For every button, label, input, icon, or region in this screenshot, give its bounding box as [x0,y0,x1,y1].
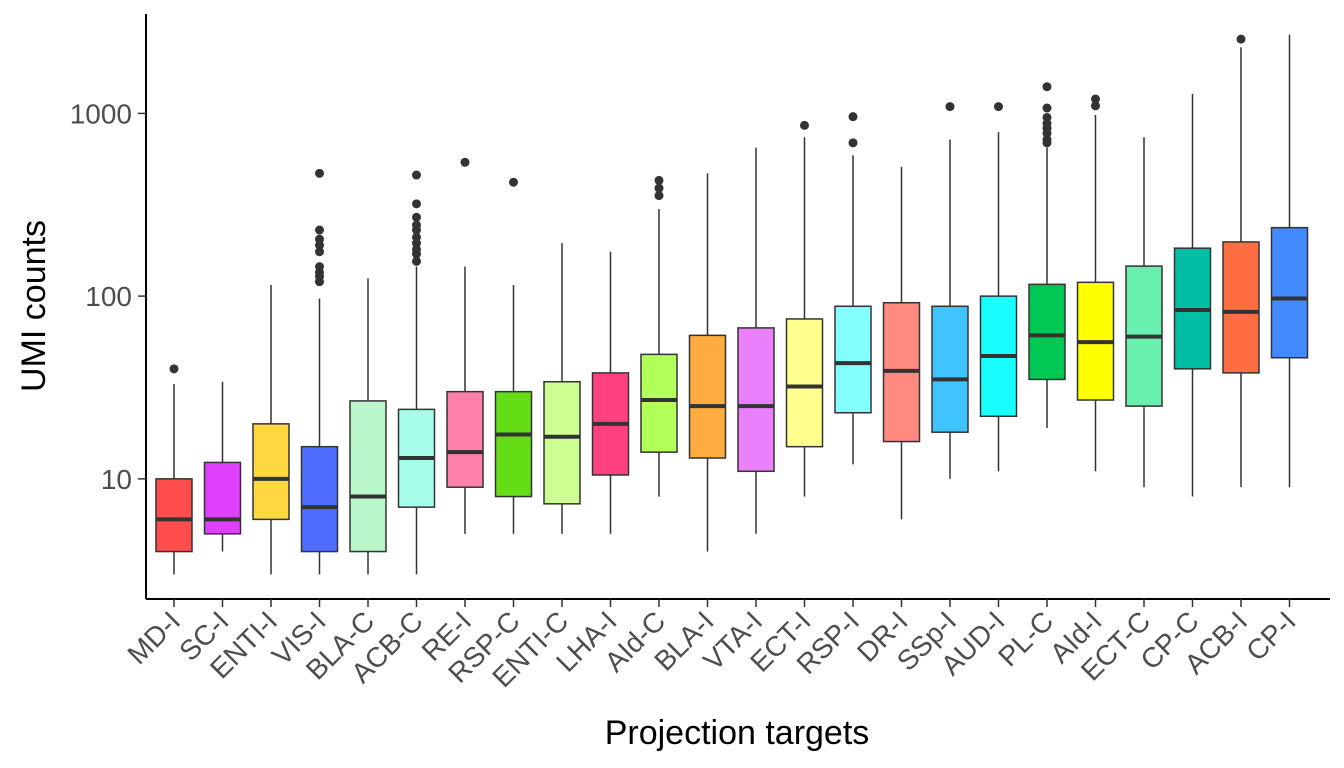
outlier-point [412,232,421,242]
outlier-point [412,244,421,254]
outlier-point [315,247,324,257]
box-group-vta-i [737,147,775,534]
iqr-box [785,318,824,448]
box-group-cp-c [1173,93,1212,497]
outlier-point [800,120,809,130]
outlier-point [654,183,664,193]
outlier-point [1042,112,1052,122]
outlier-point [412,220,421,230]
outlier-point [412,199,421,209]
box-group-md-i [155,364,193,575]
box-group-ect-c [1125,137,1163,488]
iqr-box [1028,283,1066,381]
outlier-point [315,262,324,272]
outlier-point [1091,101,1100,111]
iqr-box [543,380,581,505]
iqr-box [737,327,775,473]
box-group-aid-i [1076,94,1115,472]
box-group-ect-i [785,120,824,497]
outlier-point [1091,94,1100,104]
box-group-bla-c [349,278,387,575]
box-group-pl-c [1028,82,1066,428]
box-group-sc-i [203,381,242,552]
y-ticks-layer: 10 100 1000 [70,98,146,495]
box-group-lha-i [591,251,630,534]
iqr-box [300,445,339,553]
outlier-point [1042,103,1052,113]
outlier-point [412,170,421,180]
iqr-box [155,478,193,553]
iqr-box [349,400,387,553]
box-group-acb-i [1222,34,1260,488]
outlier-point [1042,134,1052,144]
outlier-point [994,102,1003,112]
box-group-cp-i [1270,34,1309,488]
outlier-point [460,157,470,167]
box-group-re-i [446,157,484,534]
iqr-box [1222,241,1260,374]
x-ticks-layer: MD-ISC-IENTI-IVIS-IBLA-CACB-CRE-IRSP-CEN… [121,599,1302,693]
box-group-ssp-i [931,102,969,479]
box-group-enti-c [543,243,581,534]
outlier-point [654,191,664,201]
iqr-box [931,305,969,433]
box-group-acb-c [397,170,436,575]
x-axis-title: Projection targets [605,714,870,752]
outlier-point [169,364,179,374]
box-group-enti-i [252,285,290,575]
box-group-aud-i [979,102,1018,472]
box-group-vis-i [300,168,339,575]
outlier-point [315,234,324,244]
outlier-point [412,212,421,222]
y-tick-label: 1000 [70,98,132,129]
outlier-point [1236,34,1246,44]
boxes-layer [155,34,1309,575]
box-group-rsp-c [494,177,533,534]
iqr-box [203,461,242,535]
box-group-dr-i [882,166,921,520]
outlier-point [315,225,324,235]
y-tick-label: 10 [101,464,132,495]
outlier-point [509,177,518,187]
iqr-box [640,353,678,453]
iqr-box [446,390,484,488]
outlier-point [1042,82,1052,92]
iqr-box [688,334,727,459]
y-tick-label: 100 [85,281,132,312]
box-group-aid-c [640,175,678,497]
outlier-point [654,175,664,185]
x-tick-label: MD-I [121,605,186,670]
x-tick-label: CP-I [1240,605,1302,667]
box-group-rsp-i [834,112,872,465]
iqr-box [494,390,533,498]
box-group-bla-i [688,173,727,552]
outlier-point [848,138,858,148]
y-axis-title: UMI counts [15,220,53,392]
iqr-box [834,305,872,414]
outlier-point [945,102,955,112]
outlier-point [848,112,858,122]
x-tick-label: PL-C [992,605,1059,672]
iqr-box [252,423,290,521]
outlier-point [315,168,324,178]
outlier-point [412,256,421,266]
iqr-box [1270,226,1309,359]
